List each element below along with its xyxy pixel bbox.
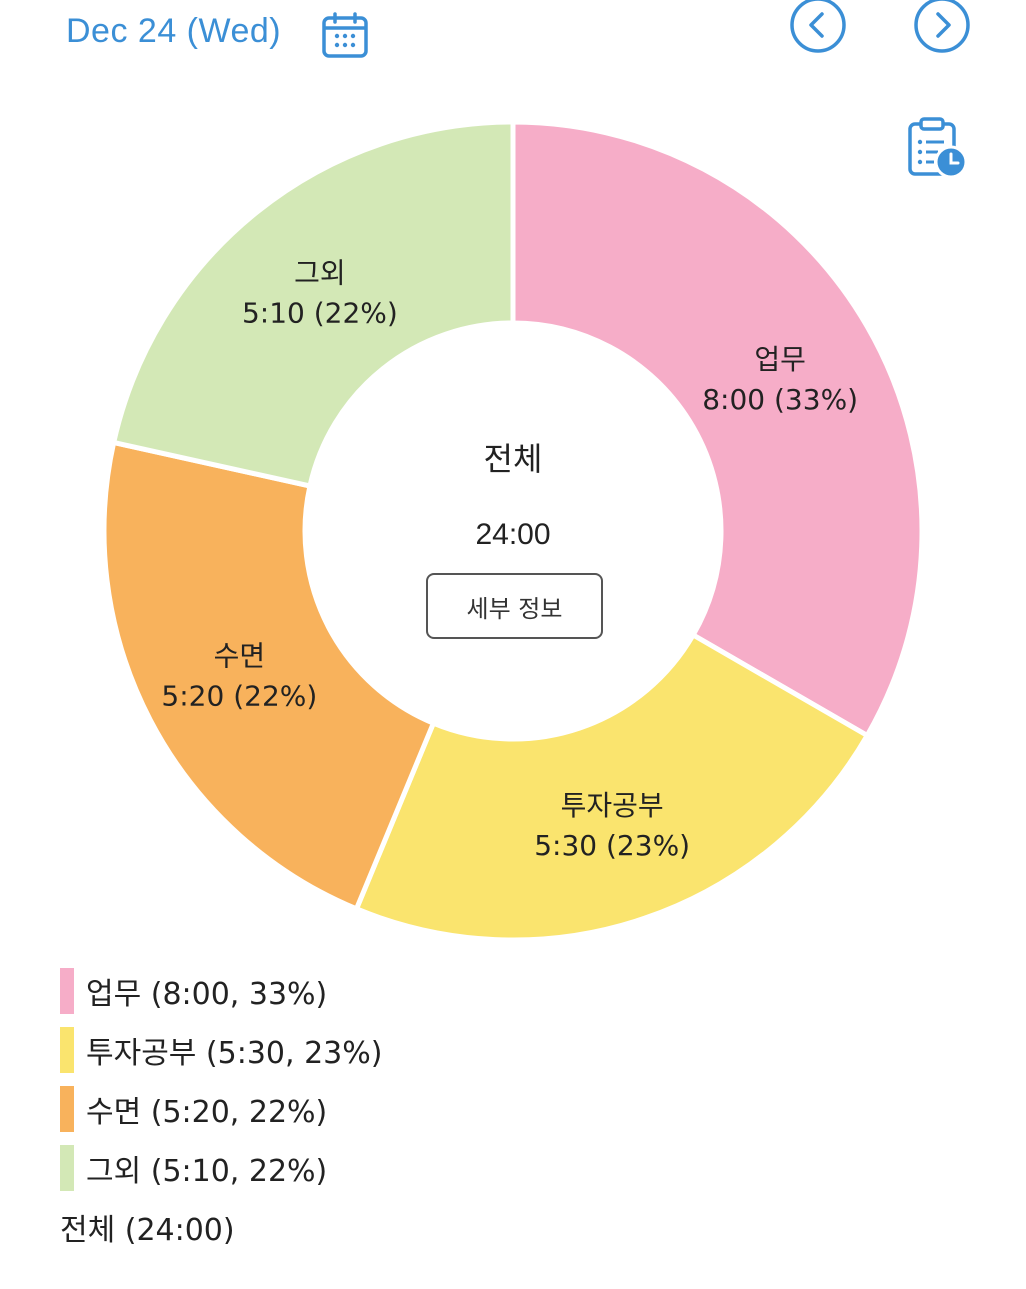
chevron-right-icon [914,0,970,53]
slice-label-name: 수면 [214,639,266,672]
clipboard-clock-icon[interactable] [906,116,968,180]
legend-label: 수면 (5:20, 22%) [86,1095,328,1130]
date-label[interactable]: Dec 24 (Wed) [66,12,282,50]
donut-chart: 업무 8:00 (33%) 투자공부 5:30 (23%) 수면 5:20 (22%) 그외… [101,119,925,943]
slice-label-name: 투자공부 [561,789,664,822]
legend-swatch [60,1027,74,1073]
legend-swatch [60,1086,74,1132]
legend-item: 업무 (8:00, 33%) [60,962,382,1020]
slice-label-value: 8:00 (33%) [702,383,858,416]
donut-slice[interactable] [353,631,871,943]
detail-info-button[interactable]: 세부 정보 [426,573,603,639]
chevron-left-icon [790,0,846,53]
legend-swatch [60,968,74,1014]
donut-slice[interactable] [110,119,516,489]
legend-item: 수면 (5:20, 22%) [60,1080,382,1138]
legend-item: 그외 (5:10, 22%) [60,1139,382,1197]
slice-label-name: 그외 [294,256,346,289]
previous-day-button[interactable] [789,0,849,56]
center-title: 전체 [483,440,543,478]
legend-label: 그외 (5:10, 22%) [86,1154,328,1189]
donut-slice[interactable] [510,119,925,739]
next-day-button[interactable] [913,0,973,56]
calendar-icon[interactable] [321,12,369,60]
slice-label-value: 5:20 (22%) [161,679,317,712]
legend-swatch [60,1145,74,1191]
slice-label-value: 5:10 (22%) [242,296,398,329]
donut-slice[interactable] [101,439,437,913]
slice-label-name: 업무 [754,343,806,376]
legend: 업무 (8:00, 33%) 투자공부 (5:30, 23%) 수면 (5:20… [60,962,382,1256]
center-total: 24:00 [475,518,551,551]
legend-label: 업무 (8:00, 33%) [86,977,328,1012]
legend-total: 전체 (24:00) [60,1213,235,1248]
legend-item: 투자공부 (5:30, 23%) [60,1021,382,1079]
slice-label-value: 5:30 (23%) [534,829,690,862]
legend-label: 투자공부 (5:30, 23%) [86,1036,383,1071]
